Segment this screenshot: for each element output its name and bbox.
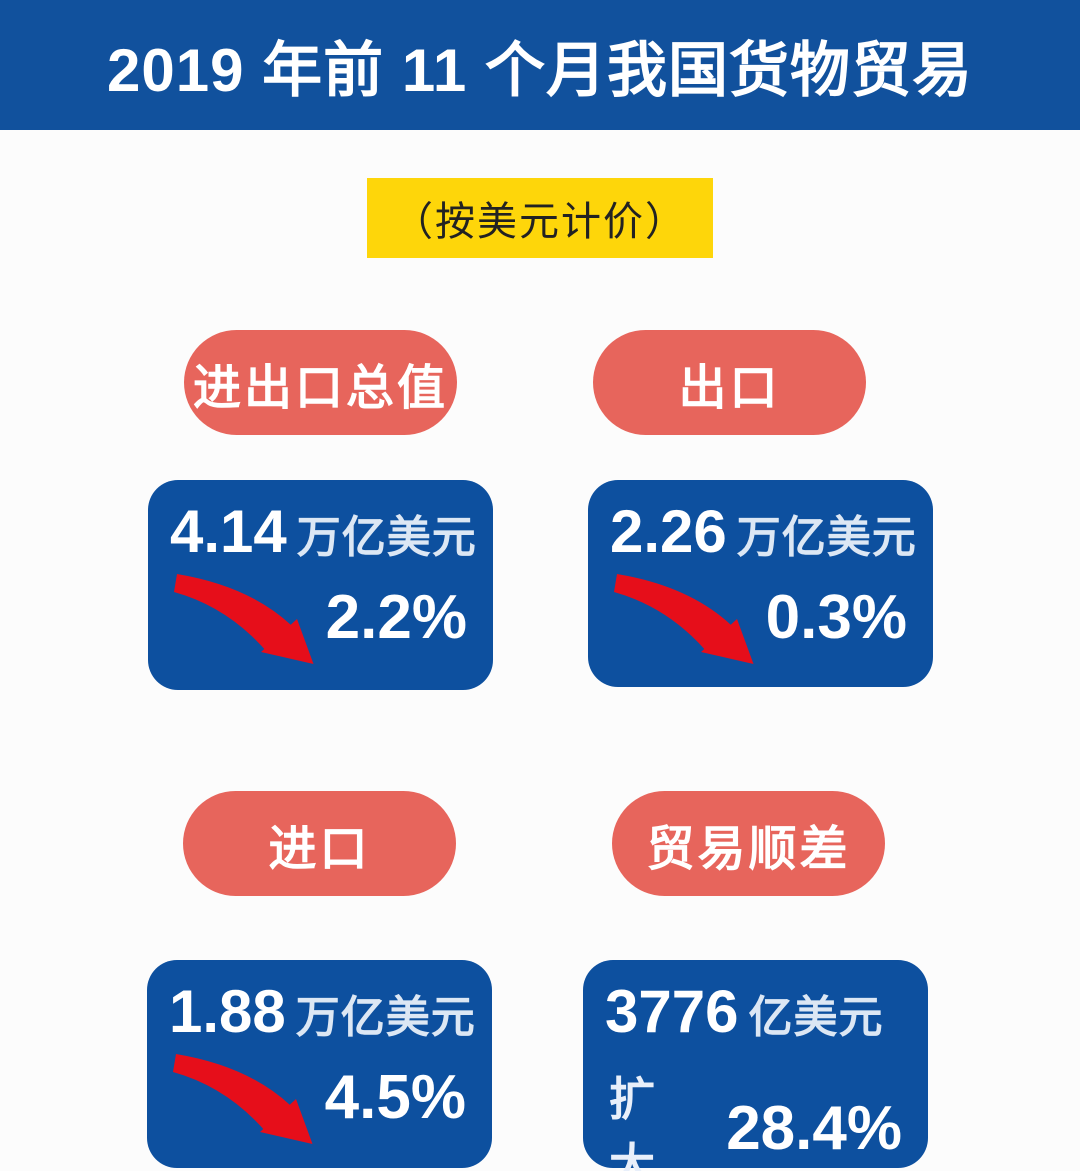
stat-pill-label: 进出口总值 bbox=[192, 361, 448, 415]
stat-unit: 万亿美元 bbox=[296, 513, 477, 562]
stat-card-trade-surplus: 3776 亿美元 扩大 28.4% bbox=[583, 960, 928, 1171]
down-trend-arrow-icon bbox=[174, 574, 314, 664]
stat-card-import: 1.88 万亿美元 4.5% bbox=[147, 960, 492, 1168]
stat-pill-export: 出口 bbox=[593, 330, 866, 435]
stat-value: 2.26 bbox=[610, 498, 727, 565]
stat-pill-label: 出口 bbox=[678, 361, 781, 415]
down-trend-arrow-icon bbox=[173, 1054, 313, 1144]
stat-unit: 万亿美元 bbox=[295, 993, 476, 1042]
stat-change-prefix: 扩大 bbox=[609, 1073, 657, 1171]
stat-pill-label: 进口 bbox=[268, 822, 371, 876]
stat-value-line: 2.26 万亿美元 bbox=[610, 498, 916, 565]
stat-percent: 28.4% bbox=[726, 1094, 902, 1163]
stat-card-export: 2.26 万亿美元 0.3% bbox=[588, 480, 933, 687]
stat-pill-trade-surplus: 贸易顺差 bbox=[612, 791, 885, 896]
stat-percent: 4.5% bbox=[324, 1062, 466, 1132]
stat-change-line: 2.2% bbox=[170, 571, 471, 664]
stat-value: 4.14 bbox=[170, 498, 287, 565]
stat-card-total-trade: 4.14 万亿美元 2.2% bbox=[148, 480, 493, 690]
header-banner: 2019 年前 11 个月我国货物贸易 bbox=[0, 0, 1080, 130]
stat-value-line: 4.14 万亿美元 bbox=[170, 498, 476, 565]
subtitle-badge: （按美元计价） bbox=[367, 178, 713, 258]
stat-pill-label: 贸易顺差 bbox=[646, 822, 851, 876]
stat-change-line: 0.3% bbox=[610, 571, 911, 664]
stat-unit: 亿美元 bbox=[748, 993, 884, 1042]
stat-value: 3776 bbox=[605, 978, 739, 1045]
stat-change-line: 扩大 28.4% bbox=[605, 1063, 906, 1171]
down-trend-arrow-icon bbox=[614, 574, 754, 664]
page-title: 2019 年前 11 个月我国货物贸易 bbox=[107, 36, 973, 104]
stat-value: 1.88 bbox=[169, 978, 286, 1045]
stat-pill-import: 进口 bbox=[183, 791, 456, 896]
stat-unit: 万亿美元 bbox=[736, 513, 917, 562]
subtitle-text: （按美元计价） bbox=[393, 200, 687, 244]
stat-value-line: 3776 亿美元 bbox=[605, 980, 906, 1045]
stat-pill-total-trade: 进出口总值 bbox=[184, 330, 457, 435]
stat-value-line: 1.88 万亿美元 bbox=[169, 978, 475, 1045]
stat-change-line: 4.5% bbox=[169, 1051, 470, 1144]
stat-percent: 0.3% bbox=[765, 582, 907, 652]
stat-percent: 2.2% bbox=[325, 582, 467, 652]
